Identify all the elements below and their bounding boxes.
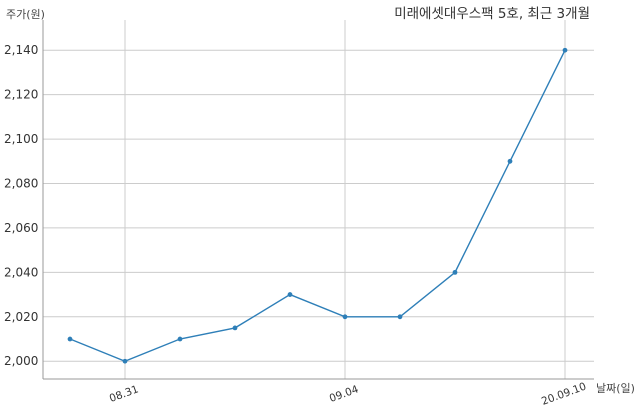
data-point [562, 47, 568, 53]
chart-title: 미래에셋대우스팩 5호, 최근 3개월 [394, 6, 590, 22]
y-tick-labels: 2,000 2,020 2,040 2,060 2,080 2,100 2,120 2,140 [4, 43, 38, 368]
y-tick-label: 2,000 [4, 354, 38, 368]
y-axis-label: 주가(원) [6, 8, 45, 21]
data-point [397, 314, 403, 320]
y-tick-label: 2,020 [4, 310, 38, 324]
data-point [232, 325, 238, 331]
series-layer [67, 47, 568, 364]
data-point [287, 292, 293, 297]
y-tick-label: 2,040 [4, 265, 38, 279]
x-tick-labels: 08.31 09.04 20.09.10 [108, 381, 588, 408]
data-point [177, 336, 183, 342]
axes [42, 20, 594, 380]
x-tick-label: 20.09.10 [540, 381, 588, 408]
data-point [342, 314, 348, 320]
data-point [67, 336, 73, 342]
x-tick-label: 08.31 [108, 383, 140, 405]
x-tick-label: 09.04 [328, 383, 361, 405]
data-point [452, 269, 458, 275]
y-tick-label: 2,100 [4, 132, 38, 146]
y-tick-label: 2,140 [4, 43, 38, 57]
data-point [122, 358, 128, 364]
grid-lines [43, 20, 594, 379]
price-line [69, 49, 566, 362]
y-tick-label: 2,080 [4, 177, 38, 191]
data-point [507, 158, 513, 164]
y-tick-label: 2,120 [4, 88, 38, 102]
x-axis-label: 날짜(일) [596, 381, 635, 395]
y-tick-label: 2,060 [4, 221, 38, 235]
